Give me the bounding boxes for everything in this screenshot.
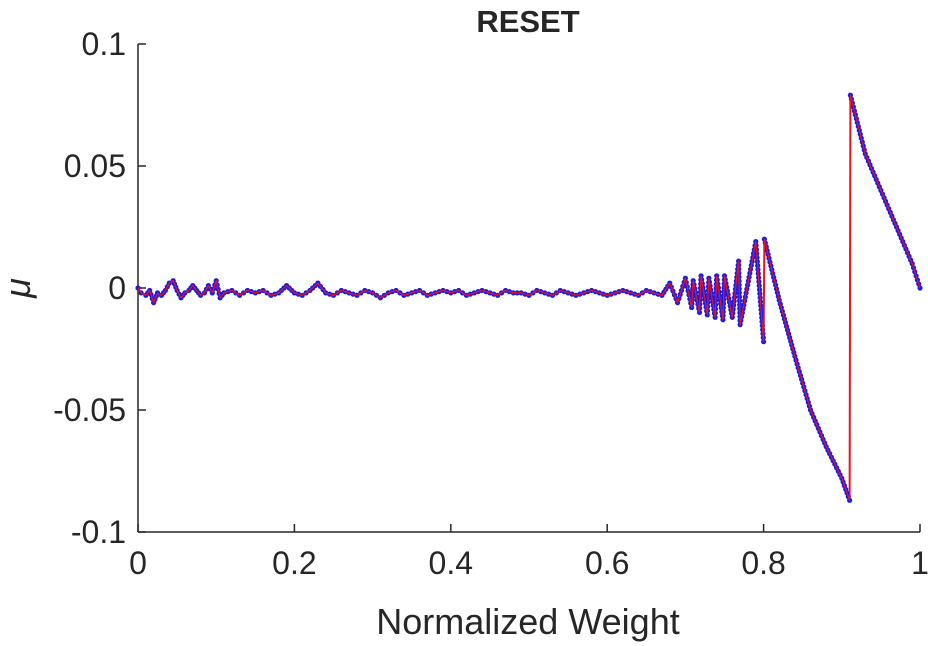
y-tick-label: 0.1 <box>82 26 126 62</box>
y-tick-label: -0.1 <box>71 514 126 550</box>
axes: 0 0.2 0.4 0.6 0.8 1 -0.1 -0.05 0 0.05 0.1 <box>53 26 928 581</box>
series-line-overlay <box>137 94 921 501</box>
y-tick-label: 0.05 <box>64 148 126 184</box>
x-tick-label: 0.4 <box>429 545 473 581</box>
x-tick-label: 0 <box>129 545 147 581</box>
series-layer <box>135 92 923 503</box>
x-tick-label: 1 <box>911 545 928 581</box>
x-tick-label: 0.2 <box>272 545 316 581</box>
x-axis-label: Normalized Weight <box>376 601 679 642</box>
chart-title: RESET <box>476 4 579 39</box>
series <box>135 92 923 503</box>
y-tick-label: -0.05 <box>53 392 126 428</box>
x-tick-label: 0.8 <box>741 545 785 581</box>
y-axis-label: μ <box>0 278 38 299</box>
x-tick-label: 0.6 <box>585 545 629 581</box>
y-tick-label: 0 <box>108 270 126 306</box>
